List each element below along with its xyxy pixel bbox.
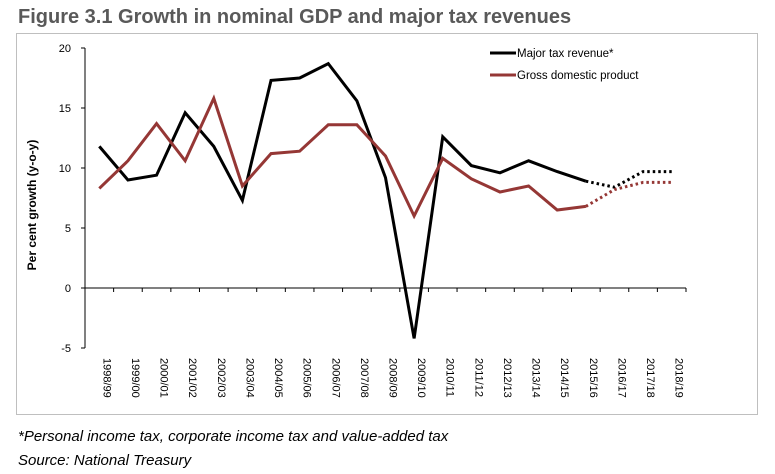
x-tick-label: 2012/13 <box>501 358 513 398</box>
legend-label-0: Major tax revenue* <box>517 48 614 60</box>
x-tick-label: 2016/17 <box>615 358 627 398</box>
x-tick-label: 2010/11 <box>444 358 456 397</box>
x-tick-label: 1998/99 <box>100 358 112 398</box>
x-tick-label: 2005/06 <box>301 358 313 398</box>
x-tick-label: 2014/15 <box>558 358 570 398</box>
y-tick-label: 20 <box>59 43 71 55</box>
x-tick-label: 2011/12 <box>472 358 484 397</box>
legend: Major tax revenue* Gross domestic product <box>490 48 639 82</box>
x-tick-label: 2018/19 <box>673 358 685 398</box>
x-tick-label: 1999/00 <box>129 358 141 398</box>
series-layer <box>98 61 672 339</box>
x-tick-label: 2009/10 <box>415 358 427 398</box>
y-tick-label: 10 <box>59 163 71 175</box>
y-tick-label: 5 <box>65 223 71 235</box>
x-tick-label: 2015/16 <box>587 358 599 398</box>
y-tick-label: 0 <box>65 283 71 295</box>
x-tick-label: 2000/01 <box>158 358 170 398</box>
x-tick-label: 2001/02 <box>186 358 198 398</box>
y-tick-label: 15 <box>59 103 71 115</box>
footnote: *Personal income tax, corporate income t… <box>18 428 449 445</box>
y-tick-label: -5 <box>61 343 71 355</box>
x-tick-label: 2006/07 <box>329 358 341 398</box>
x-tick-label: 2004/05 <box>272 358 284 398</box>
y-axis-label: Per cent growth (y-o-y) <box>25 140 39 271</box>
series-line-0 <box>98 61 587 339</box>
source-note: Source: National Treasury <box>18 452 192 469</box>
chart-title: Figure 3.1 Growth in nominal GDP and maj… <box>18 6 572 28</box>
x-tick-label: 2013/14 <box>530 358 542 398</box>
series-forecast-line-1 <box>585 180 672 208</box>
x-tick-label: 2008/09 <box>387 358 399 398</box>
x-tick-label: 2003/04 <box>243 358 255 398</box>
x-tick-label: 2002/03 <box>215 358 227 398</box>
legend-label-1: Gross domestic product <box>517 70 639 82</box>
series-forecast-line-0 <box>585 170 672 189</box>
series-line-1 <box>98 94 587 220</box>
axes: -5 0 5 10 15 20 1998/99 1999/00 2000/01 2001/02 20… <box>59 43 687 398</box>
chart-frame <box>16 33 758 415</box>
x-tick-label: 2017/18 <box>644 358 656 398</box>
x-tick-label: 2007/08 <box>358 358 370 398</box>
